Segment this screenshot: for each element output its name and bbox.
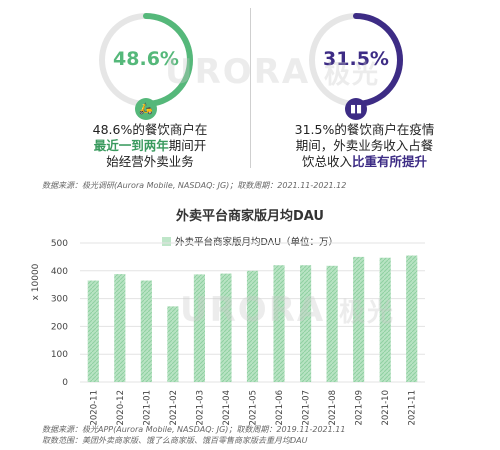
stat-value-right: 31.5% (323, 48, 389, 70)
bar-2021-09 (353, 256, 365, 382)
bar-2021-08 (326, 265, 338, 382)
bar-2021-10 (379, 257, 391, 382)
y-tick-label: 500 (51, 239, 68, 249)
bar-2021-01 (140, 280, 152, 382)
x-tick-label: 2021-04 (222, 390, 232, 426)
divider (250, 8, 251, 168)
bar-2021-04 (220, 273, 232, 382)
x-tick-label: 2021-03 (195, 390, 205, 426)
legend-swatch (161, 237, 171, 246)
bar-2021-06 (273, 265, 285, 382)
scooter-icon: 🛵 (135, 98, 157, 120)
y-tick-label: 300 (51, 295, 68, 305)
bar-2020-11 (87, 280, 99, 382)
stat-highlight-right: 比重有所提升 (352, 154, 428, 169)
x-tick-label: 2021-09 (355, 390, 365, 426)
chart-title: 外卖平台商家版月均DAU (175, 209, 324, 224)
x-tick-label: 2021-11 (408, 390, 418, 426)
bar-2021-07 (300, 265, 312, 382)
stat-text-right: 31.5%的餐饮商户在疫情 期间，外卖业务收入占餐 饮总收入比重有所提升 (294, 122, 435, 169)
bar-2021-03 (193, 274, 205, 382)
source-bottom-2: 取数范围：美团外卖商家版、饿了么商家版、饿百零售商家版去重月均DAU (42, 436, 308, 445)
stat-text-left: 48.6%的餐饮商户在 最近一到两年期间开 始经营外卖业务 (92, 122, 208, 169)
stat-value-left: 48.6% (113, 48, 179, 70)
source-bottom-1: 数据来源：极光APP(Aurora Mobile, NASDAQ: JG)；取数… (42, 425, 346, 434)
source-top: 数据来源：极光调研(Aurora Mobile, NASDAQ: JG)；取数周… (42, 181, 347, 190)
x-tick-label: 2021-02 (169, 390, 179, 426)
bar-2020-12 (114, 274, 126, 382)
x-tick-label: 2021-07 (302, 390, 312, 426)
x-tick-label: 2021-01 (142, 390, 152, 426)
x-tick-label: 2021-06 (275, 390, 285, 426)
watermark-chart: URORA 极光 (180, 290, 396, 330)
y-tick-label: 0 (62, 378, 68, 388)
y-tick-label: 200 (51, 322, 68, 332)
watermark-top: URORA 极光 (165, 52, 381, 92)
bar-2021-05 (246, 270, 259, 382)
stat-highlight-left: 最近一到两年 (93, 138, 169, 153)
x-tick-label: 2021-08 (328, 390, 338, 426)
bar-2021-02 (167, 306, 179, 382)
stat-panel-left: 48.6% 🛵 (90, 10, 210, 120)
x-tick-label: 2020-12 (116, 390, 126, 426)
y-tick-label: 100 (51, 350, 68, 360)
stat-panel-right: 31.5% ▮▮ (300, 10, 420, 120)
y-axis-label: x 10000 (31, 263, 41, 300)
x-tick-label: 2021-10 (381, 390, 391, 426)
x-tick-label: 2020-11 (89, 390, 99, 426)
x-tick-label: 2021-05 (249, 390, 259, 426)
chart-bars-icon: ▮▮ (345, 98, 367, 120)
y-tick-label: 400 (51, 267, 68, 277)
bar-2021-11 (406, 255, 418, 382)
